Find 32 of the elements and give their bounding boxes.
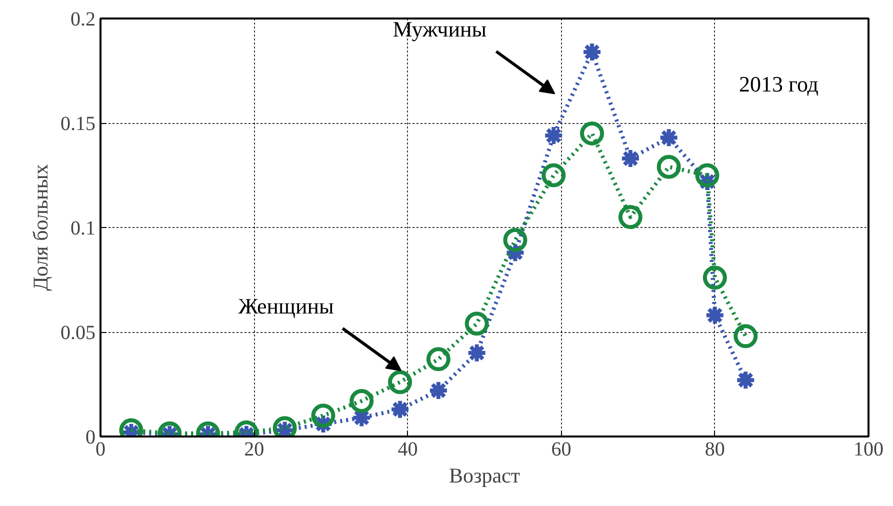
point [464,312,489,336]
point [542,163,566,188]
point [390,398,411,420]
x-tick-label: 60 [551,438,572,460]
annotation: 2013 год [738,72,819,96]
point [656,154,681,179]
point [580,121,604,146]
point [503,228,528,252]
point [658,127,680,148]
x-tick-label: 80 [704,438,725,460]
point [695,163,720,188]
point [350,388,374,413]
point [735,370,756,391]
point [702,266,727,290]
x-tick-label: 40 [398,438,418,460]
y-axis-title: Доля больных [28,164,52,291]
y-tick-label: 0.05 [60,322,96,344]
y-tick-label: 0.2 [70,8,96,30]
point [426,347,450,372]
x-tick-label: 100 [854,438,884,460]
point [466,342,488,364]
point [704,304,726,326]
x-tick-label: 20 [244,438,264,460]
y-tick-label: 0.1 [70,218,96,240]
point [311,404,336,428]
point [388,370,412,394]
y-tick-label: 0.15 [60,113,96,135]
x-axis-title: Возраст [448,464,520,488]
point [734,324,758,348]
point [618,205,642,230]
text: Мужчины [392,16,487,42]
text: Женщины [238,294,334,319]
